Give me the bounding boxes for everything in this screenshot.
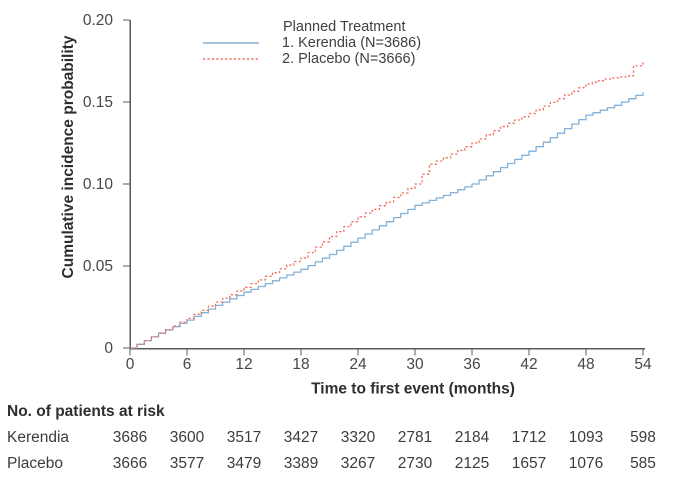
y-tick-label: 0 (104, 340, 113, 357)
placebo-line-swatch (203, 58, 259, 60)
risk-table-heading: No. of patients at risk (7, 403, 165, 420)
plot-legend: Planned Treatment 1. Kerendia (N=3686) 2… (203, 20, 421, 67)
y-tick-label: 0.15 (83, 94, 113, 111)
x-tick-label: 30 (406, 356, 424, 373)
legend-label-kerendia: 1. Kerendia (N=3686) (282, 35, 422, 51)
risk-count: 3686 (112, 429, 148, 446)
risk-count: 1712 (511, 429, 547, 446)
x-tick-label: 42 (520, 356, 537, 373)
placebo-curve (130, 61, 644, 349)
risk-count: 2184 (454, 429, 490, 446)
x-tick-label: 6 (183, 356, 192, 373)
risk-count: 3666 (112, 455, 148, 472)
kerendia-line-swatch (203, 42, 259, 44)
risk-count: 3389 (283, 455, 319, 472)
risk-row-label-kerendia: Kerendia (7, 429, 70, 446)
y-axis-title: Cumulative incidence probability (60, 35, 77, 278)
risk-count: 3479 (226, 455, 262, 472)
risk-count: 3600 (169, 429, 205, 446)
risk-count: 1076 (568, 455, 604, 472)
risk-count: 3517 (226, 429, 262, 446)
y-tick-label: 0.10 (83, 176, 114, 193)
y-tick-label: 0.20 (83, 12, 114, 29)
risk-count: 3267 (340, 455, 376, 472)
risk-count: 2781 (397, 429, 433, 446)
risk-row-label-placebo: Placebo (7, 455, 64, 472)
risk-count: 1093 (568, 429, 604, 446)
x-tick-label: 36 (463, 356, 480, 373)
x-tick-label: 12 (235, 356, 252, 373)
risk-count: 598 (630, 429, 656, 446)
legend-item-placebo: 2. Placebo (N=3666) (203, 51, 421, 67)
y-tick-label: 0.05 (83, 258, 113, 275)
risk-count: 3320 (340, 429, 376, 446)
survival-plot: 0 6 12 18 24 30 36 42 48 54 0 0.05 0.10 0.15 0.20 Time … (60, 12, 652, 398)
risk-count: 2125 (454, 455, 490, 472)
legend-title: Planned Treatment (283, 19, 406, 35)
risk-count: 3427 (283, 429, 319, 446)
x-tick-label: 54 (634, 356, 652, 373)
risk-count: 2730 (397, 455, 433, 472)
legend-label-placebo: 2. Placebo (N=3666) (282, 51, 416, 67)
x-axis-title: Time to first event (months) (311, 381, 515, 398)
x-tick-label: 18 (292, 356, 309, 373)
risk-count: 1657 (511, 455, 547, 472)
legend-item-kerendia: 1. Kerendia (N=3686) (203, 35, 421, 51)
x-tick-label: 48 (577, 356, 594, 373)
kerendia-curve (130, 92, 644, 349)
risk-count: 3577 (169, 455, 205, 472)
x-tick-label: 24 (349, 356, 367, 373)
x-tick-label: 0 (126, 356, 135, 373)
risk-count: 585 (630, 455, 656, 472)
